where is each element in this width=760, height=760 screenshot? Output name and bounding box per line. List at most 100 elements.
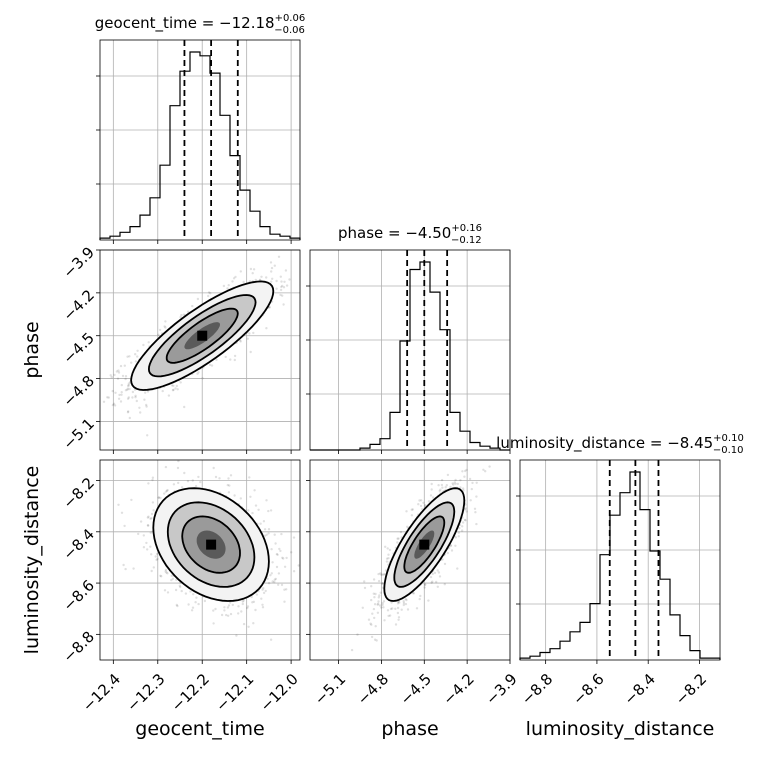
sample-point [273,533,276,536]
sample-point [460,453,462,455]
sample-point [278,547,281,551]
sample-point [430,488,433,491]
sample-point [149,531,152,534]
sample-point [465,468,468,472]
sample-point [429,494,433,497]
x-tick-label: −4.8 [354,670,392,708]
sample-point [264,589,267,593]
sample-point [372,592,375,595]
sample-point [281,294,284,297]
sample-point [247,509,250,512]
sample-point [469,499,472,502]
sample-point [475,522,478,526]
sample-point [146,524,150,527]
sample-point [399,530,403,534]
sample-point [427,599,430,602]
sample-point [134,396,137,399]
sample-point [172,388,175,391]
sample-point [124,377,127,381]
sample-point [276,553,279,556]
sample-point [275,287,278,290]
sample-point [170,578,173,582]
sample-point [423,503,427,507]
sample-point [283,600,286,603]
sample-point [151,476,155,479]
sample-point [381,582,384,585]
sample-point [391,607,394,610]
sample-point [265,499,268,502]
sample-point [187,603,190,606]
sample-point [457,531,460,534]
sample-point [139,411,142,414]
sample-point [147,341,150,344]
sample-point [265,276,268,279]
sample-point [124,389,128,392]
sample-point [252,331,255,335]
sample-point [474,511,477,514]
sample-point [277,255,281,258]
sample-point [271,561,274,564]
sample-point [397,600,400,603]
sample-point [110,375,113,379]
x-tick-label: −4.2 [439,670,477,708]
sample-point [459,486,462,489]
sample-point [446,473,450,477]
sample-point [436,569,439,572]
sample-point [115,370,119,373]
sample-point [305,273,307,275]
sample-point [128,416,131,420]
sample-point [381,603,384,607]
sample-point [147,515,150,518]
sample-point [441,558,444,561]
sample-point [117,503,120,506]
sample-point [443,562,447,566]
sample-point [263,534,267,537]
sample-point [363,586,367,590]
sample-point [378,594,381,597]
sample-point [265,533,268,536]
sample-point [122,563,125,567]
sample-point [292,570,296,573]
sample-point [150,517,153,520]
sample-point [242,280,245,284]
sample-point [281,556,284,559]
sample-point [369,622,372,625]
sample-point [282,557,285,560]
sample-point [163,589,167,592]
y-tick-label: −8.2 [60,474,98,512]
y-axis-label-phase: phase [21,321,43,378]
sample-point [248,476,251,479]
sample-point [229,601,232,604]
sample-point [386,609,390,612]
sample-point [376,611,380,614]
sample-point [456,567,459,570]
sample-point [361,606,364,609]
sample-point [87,439,89,441]
sample-point [252,268,256,271]
sample-point [249,267,253,271]
sample-point [149,517,152,520]
sample-point [440,478,444,482]
sample-point [270,266,274,270]
y-tick-label: −4.5 [60,329,98,367]
sample-point [382,600,386,603]
panel-frame [519,459,721,661]
sample-point [226,287,229,290]
sample-point [269,574,272,577]
sample-point [149,545,152,548]
sample-point [90,400,92,402]
sample-point [275,279,278,283]
sample-point [179,315,182,319]
sample-point [394,623,398,626]
sample-point [180,486,184,489]
sample-point [436,585,439,588]
x-tick-label: −12.3 [123,670,168,715]
sample-point [372,578,376,581]
sample-point [367,618,371,621]
sample-point [177,481,180,485]
sample-point [396,537,399,540]
sample-point [461,521,465,524]
sample-point [118,393,121,397]
sample-point [126,355,129,358]
sample-point [427,500,431,503]
